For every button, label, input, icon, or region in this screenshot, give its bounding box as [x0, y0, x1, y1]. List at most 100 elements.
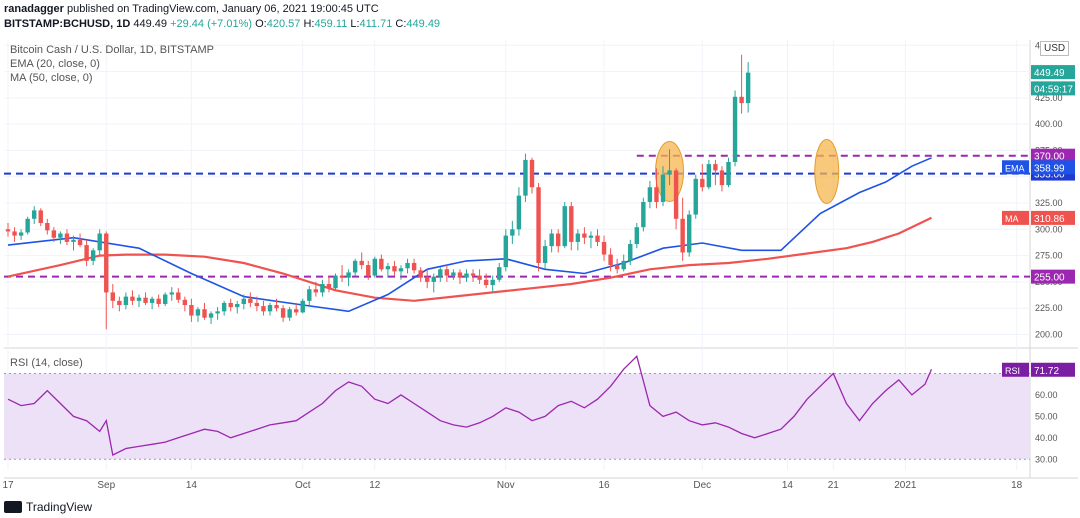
candle-body [660, 174, 666, 202]
price-change: +29.44 (+7.01%) [170, 18, 253, 30]
candle-body [654, 187, 659, 202]
indicator-value-tag: 358.99 [1034, 163, 1065, 174]
ma-legend[interactable]: MA (50, close, 0) [10, 72, 93, 84]
close-value: 449.49 [406, 18, 441, 30]
candle-body [352, 260, 358, 273]
candle-body [261, 306, 266, 312]
candle-body [667, 170, 672, 175]
price-tick-label: 325.00 [1035, 198, 1063, 208]
rsi-line [7, 355, 933, 456]
candle-body [359, 260, 364, 266]
candle-body [123, 296, 129, 306]
candle-body [97, 233, 102, 251]
currency-button[interactable]: USD [1040, 41, 1070, 56]
candle-body [156, 298, 161, 304]
candle-body [372, 258, 377, 276]
chart-title[interactable]: Bitcoin Cash / U.S. Dollar, 1D, BITSTAMP [10, 44, 214, 56]
candle-body [614, 265, 620, 270]
candle-body [5, 229, 11, 232]
candle-body [608, 254, 613, 266]
candle-body [569, 206, 574, 242]
candle-body [595, 235, 600, 242]
close-label: C: [395, 18, 407, 30]
brand: TradingView [4, 500, 92, 514]
indicator-name-tag: EMA [1005, 163, 1025, 173]
candle-body [176, 292, 181, 300]
candle-body [700, 178, 705, 188]
level-tag: 353.00 [1034, 170, 1065, 181]
level-tag-bg [1031, 148, 1075, 163]
candle-body [248, 298, 253, 303]
candle-body [84, 245, 89, 261]
ohlc-line: BITSTAMP:BCHUSD, 1D 449.49 +29.44 (+7.01… [4, 18, 440, 30]
candle-body [575, 233, 581, 242]
candle-body [398, 268, 404, 272]
rsi-legend[interactable]: RSI (14, close) [10, 357, 83, 369]
indicator-name-bg [1002, 210, 1029, 225]
candle-body [523, 159, 528, 196]
candle-body [405, 262, 410, 269]
candle-body [713, 164, 718, 171]
candle-body [418, 270, 423, 278]
last-price-tag: 449.49 [1034, 68, 1065, 79]
time-tick-label: Oct [295, 480, 311, 491]
candle-body [516, 195, 522, 230]
candle-body [379, 258, 384, 270]
candle-body [307, 289, 312, 301]
candle-body [169, 292, 174, 295]
publish-text: published on TradingView.com, January 06… [66, 3, 379, 15]
candle-body [235, 303, 240, 308]
candle-body [582, 233, 587, 238]
indicator-value-tag-bg [1031, 160, 1075, 175]
price-tick-label: 400.00 [1035, 119, 1063, 129]
time-tick-label: 2021 [894, 480, 917, 491]
time-tick-label: 18 [1011, 480, 1023, 491]
rsi-tick-label: 30.00 [1035, 454, 1058, 464]
candle-body [385, 266, 391, 270]
price-tick-label: 225.00 [1035, 303, 1063, 313]
ema-legend[interactable]: EMA (20, close, 0) [10, 58, 100, 70]
candle-body [706, 164, 712, 188]
candle-body [221, 302, 227, 312]
candle-body [673, 170, 679, 219]
candle-body [438, 269, 443, 277]
price-tick-label: 275.00 [1035, 251, 1063, 261]
candle-body [130, 296, 135, 301]
candle-body [464, 273, 469, 278]
candle-body [425, 277, 430, 282]
publish-line: ranadagger published on TradingView.com,… [4, 3, 379, 15]
candle-body [287, 309, 292, 318]
candle-body [732, 96, 738, 162]
low-label: L: [350, 18, 360, 30]
candle-body [18, 232, 24, 236]
symbol[interactable]: BITSTAMP:BCHUSD, 1D [4, 18, 131, 30]
author[interactable]: ranadagger [4, 3, 64, 15]
candle-body [241, 298, 246, 304]
candle-body [254, 302, 260, 307]
candle-body [12, 231, 17, 236]
level-tag: 370.00 [1034, 152, 1065, 163]
candle-body [320, 284, 325, 293]
candle-body [431, 276, 436, 282]
candle-body [189, 305, 194, 316]
candle-body [503, 235, 508, 268]
candle-body [25, 218, 30, 233]
candle-body [195, 309, 201, 316]
candle-body [333, 275, 338, 289]
candle-body [202, 309, 207, 318]
rsi-value-tag-bg [1031, 362, 1075, 377]
candle-body [542, 246, 548, 263]
candle-body [647, 187, 653, 202]
candle-body [680, 218, 685, 253]
candle-body [451, 272, 456, 276]
candle-body [326, 284, 332, 289]
candle-body [294, 309, 299, 313]
candle-body [136, 297, 142, 301]
candle-body [64, 233, 70, 242]
candle-body [621, 260, 626, 270]
candle-body [117, 300, 122, 306]
candle-body [366, 265, 371, 276]
rsi-value-tag: 71.72 [1034, 366, 1059, 377]
last-price: 449.49 [133, 18, 168, 30]
